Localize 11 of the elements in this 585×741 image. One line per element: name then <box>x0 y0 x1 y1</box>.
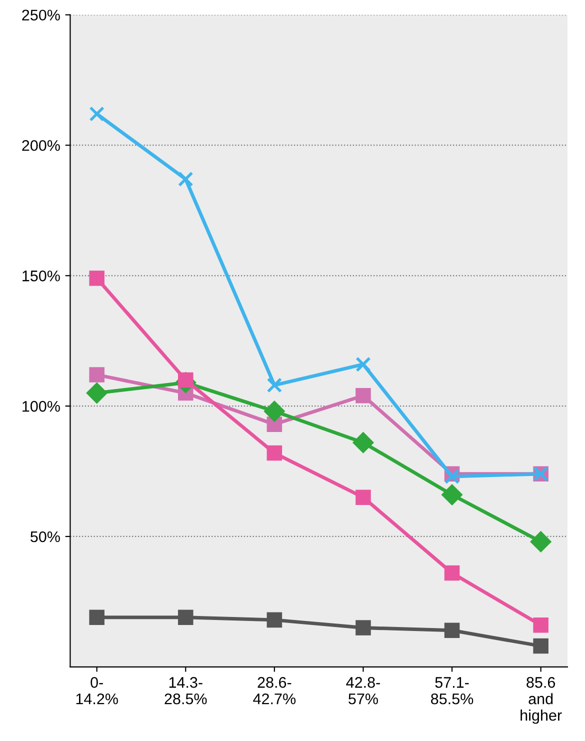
y-tick-label: 200% <box>22 140 60 151</box>
x-tick-label: 42.8- 57% <box>346 677 380 704</box>
y-tick-label: 150% <box>22 270 60 282</box>
x-tick-label: 57.1- 85.5% <box>431 677 474 704</box>
x-tick-label: 0- 14.2% <box>76 677 118 704</box>
x-tick-label: 28.6- 42.7% <box>253 677 296 704</box>
y-tick-label: 100% <box>22 400 60 412</box>
x-tick-label: 85.6 and higher <box>520 677 562 724</box>
y-tick-label: 250% <box>22 10 60 21</box>
y-tick-label: 50% <box>30 531 60 542</box>
x-tick-label: 14.3- 28.5% <box>164 677 207 704</box>
